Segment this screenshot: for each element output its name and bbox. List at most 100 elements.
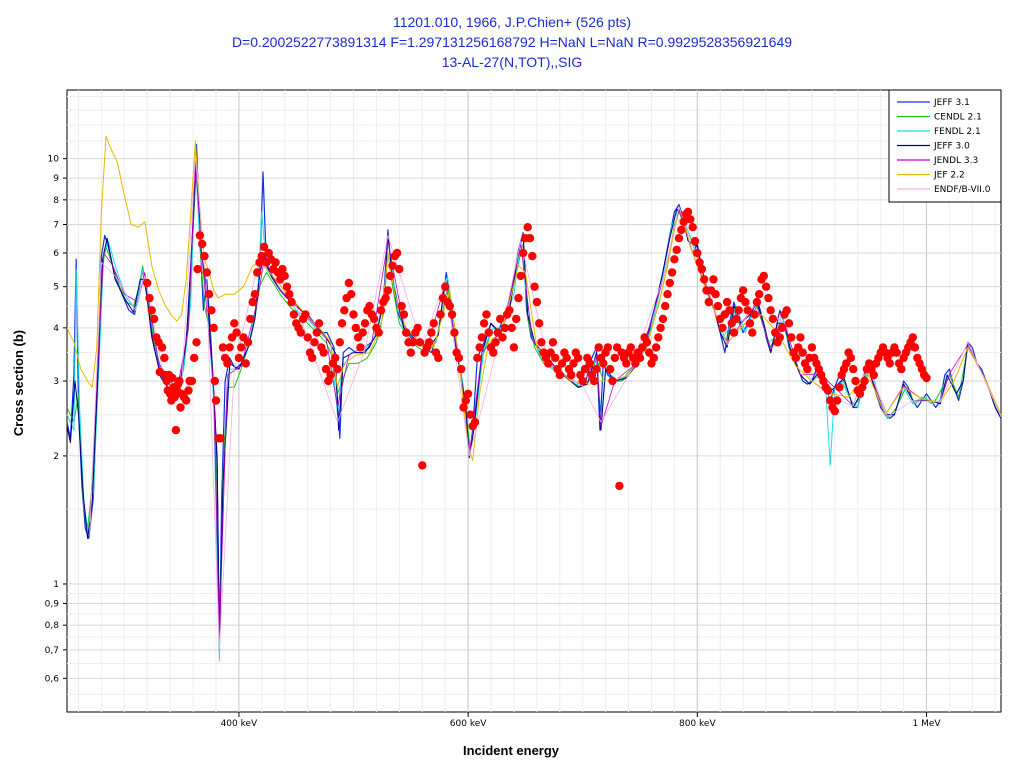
data-point xyxy=(729,328,739,337)
data-point xyxy=(516,271,525,281)
data-point xyxy=(592,364,601,374)
series-line xyxy=(89,154,1002,651)
y-tick-label: 5 xyxy=(53,283,59,293)
data-point xyxy=(761,282,771,291)
data-point xyxy=(160,353,169,363)
data-point xyxy=(319,348,328,357)
data-point xyxy=(187,376,197,386)
data-point xyxy=(192,338,201,347)
data-point xyxy=(755,290,764,299)
data-point xyxy=(830,406,839,416)
data-point xyxy=(908,333,917,342)
data-point xyxy=(567,370,576,380)
data-point xyxy=(340,306,349,315)
data-point xyxy=(482,310,491,319)
data-point xyxy=(759,271,768,281)
data-point xyxy=(677,225,686,235)
data-point xyxy=(369,314,379,324)
data-point xyxy=(314,319,324,328)
data-point xyxy=(200,251,209,261)
data-point xyxy=(253,268,262,277)
data-point xyxy=(202,268,211,277)
data-point xyxy=(237,343,246,352)
data-point xyxy=(360,319,370,328)
y-tick-label: 7 xyxy=(53,221,59,231)
data-point xyxy=(832,396,842,405)
data-point xyxy=(649,353,658,363)
data-point xyxy=(509,343,519,352)
data-point xyxy=(544,359,553,368)
legend: JEFF 3.1 CENDL 2.1 FENDL 2.1 JEFF 3.0 JENDL … xyxy=(888,89,1002,203)
data-point xyxy=(738,286,748,295)
data-point xyxy=(223,359,232,368)
data-point xyxy=(507,323,516,333)
data-point xyxy=(463,389,473,398)
data-point xyxy=(234,353,244,363)
data-point xyxy=(459,403,468,412)
data-point xyxy=(532,297,542,307)
data-point xyxy=(170,392,179,402)
data-point xyxy=(326,370,335,380)
data-point xyxy=(386,271,395,281)
data-point xyxy=(869,370,878,380)
data-point xyxy=(374,328,383,337)
data-point xyxy=(308,353,317,363)
legend-label: JEFF 3.0 xyxy=(933,142,970,152)
data-point xyxy=(271,258,280,267)
data-point xyxy=(860,376,869,386)
data-point xyxy=(679,217,688,227)
data-point xyxy=(635,353,645,363)
y-tick-label: 0,6 xyxy=(45,674,60,684)
x-tick-label: 400 keV xyxy=(221,719,258,729)
data-point xyxy=(661,301,670,311)
data-point xyxy=(489,348,498,357)
data-point xyxy=(335,338,344,347)
data-point xyxy=(851,376,860,386)
data-point xyxy=(826,396,835,405)
data-point xyxy=(475,343,484,352)
data-point xyxy=(782,306,791,315)
data-point xyxy=(578,376,587,386)
y-tick-label: 0,8 xyxy=(45,621,60,631)
data-point xyxy=(622,359,631,368)
data-point xyxy=(383,286,393,295)
data-point xyxy=(287,297,296,307)
data-point xyxy=(885,359,894,368)
data-point xyxy=(250,290,260,299)
data-point xyxy=(171,425,181,435)
data-point xyxy=(683,207,693,216)
data-point xyxy=(732,314,741,324)
data-point xyxy=(842,359,851,368)
data-point xyxy=(395,264,404,274)
data-point xyxy=(518,248,528,258)
data-point xyxy=(748,328,757,337)
data-point xyxy=(296,328,305,337)
data-point xyxy=(741,297,750,307)
data-point xyxy=(798,348,807,357)
x-tick-label: 800 keV xyxy=(679,719,716,729)
data-point xyxy=(282,282,292,291)
data-point xyxy=(722,297,732,307)
x-tick-label: 600 keV xyxy=(450,719,487,729)
data-point xyxy=(264,248,273,258)
data-point xyxy=(711,290,720,299)
data-point xyxy=(182,396,191,405)
data-point xyxy=(796,333,805,342)
y-axis-title: Cross section (b) xyxy=(11,330,26,436)
data-point xyxy=(791,353,801,363)
data-point xyxy=(232,328,241,337)
data-point xyxy=(764,293,773,303)
data-point xyxy=(246,314,255,324)
data-point xyxy=(631,359,640,368)
data-point xyxy=(743,306,752,315)
data-point xyxy=(259,242,269,252)
data-point xyxy=(787,333,796,342)
data-point xyxy=(491,338,500,347)
data-point xyxy=(351,323,360,333)
data-point xyxy=(457,364,466,374)
data-point xyxy=(849,364,858,374)
data-point xyxy=(535,319,544,328)
data-point xyxy=(803,364,812,374)
data-point xyxy=(718,323,727,333)
data-point xyxy=(210,376,219,386)
